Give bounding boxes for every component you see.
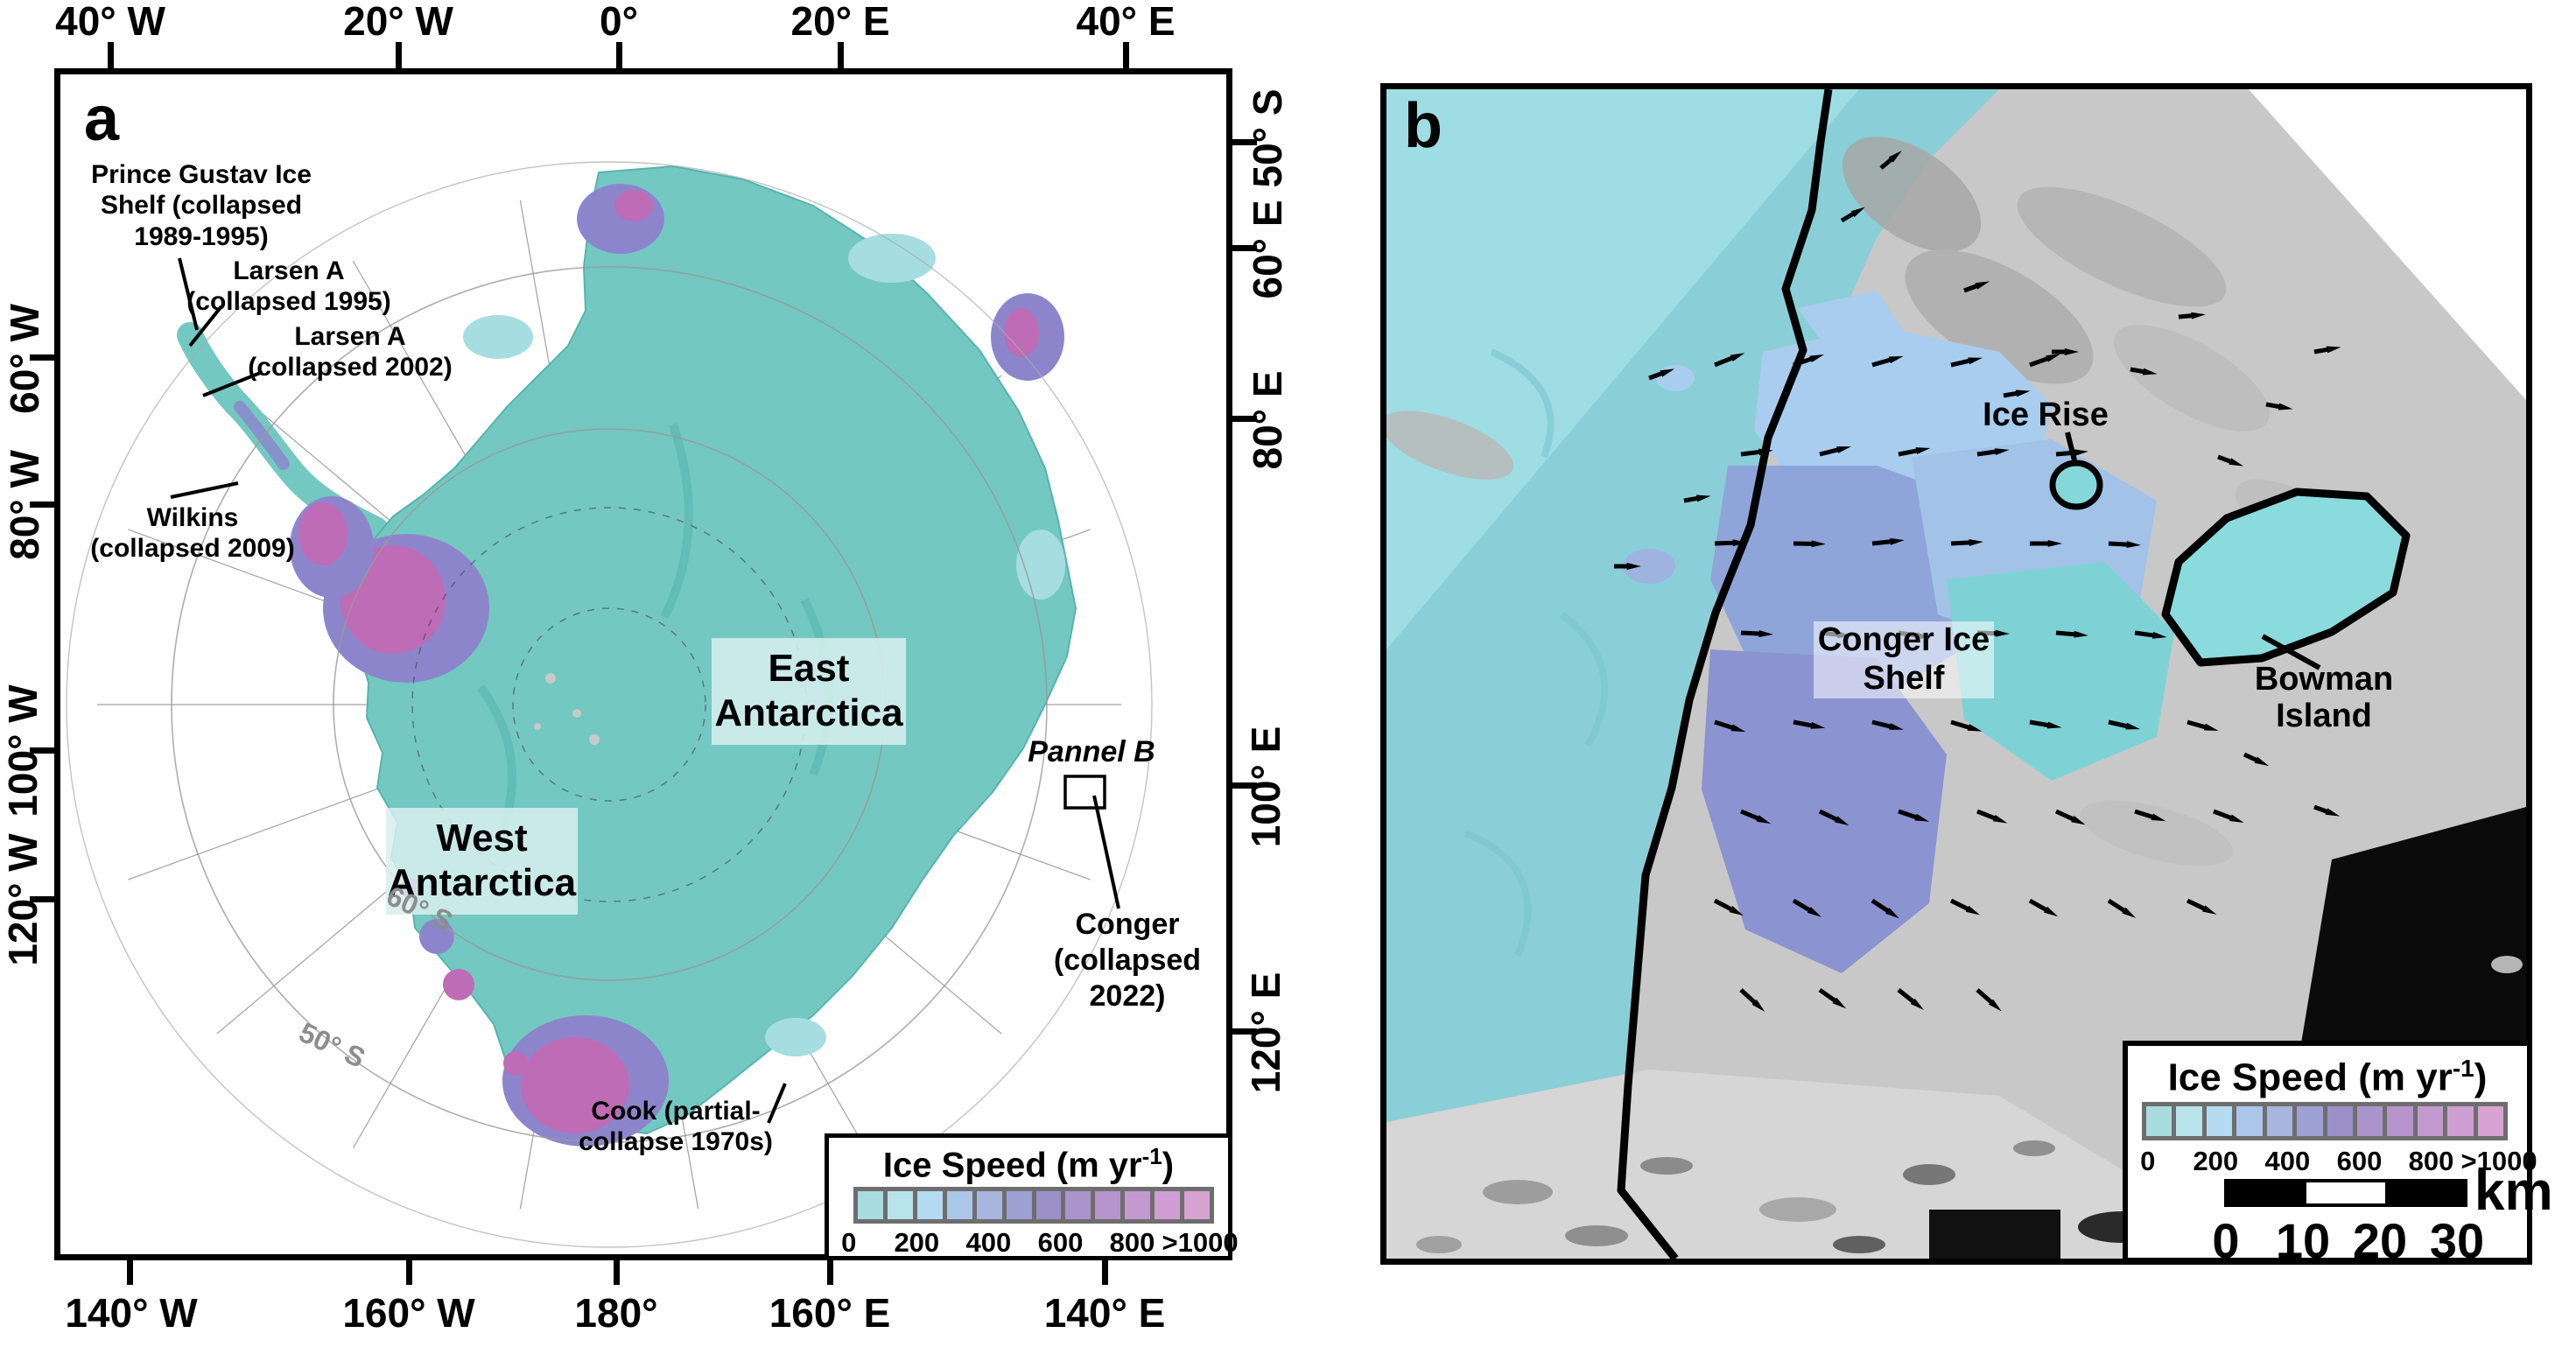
annotation-larsen-2002: Larsen A (collapsed 2002) — [248, 322, 453, 382]
leader-lines — [170, 257, 1120, 1124]
coastline — [1617, 89, 1833, 1259]
annotation-prince-gustav: Prince Gustav Ice Shelf (collapsed 1989-… — [91, 160, 312, 251]
panel-a-letter: a — [84, 84, 120, 154]
panel-b-letter: b — [1404, 91, 1442, 161]
velocity-arrows — [1614, 151, 2341, 1012]
axis-bottom-140w: 140° W — [65, 1290, 198, 1336]
axis-bottom-160w: 160° W — [342, 1290, 475, 1336]
axis-top-0: 0° — [600, 0, 638, 44]
annotation-wilkins: Wilkins (collapsed 2009) — [90, 503, 295, 564]
axis-bottom-160e: 160° E — [769, 1290, 891, 1336]
panel-b-locator-box — [1063, 775, 1106, 810]
ocean-light-wedge — [1386, 89, 1859, 649]
annotation-conger: Conger (collapsed 2022) — [1053, 908, 1202, 1013]
annotation-pannel-b: Pannel B — [1028, 735, 1155, 768]
axis-top-40w: 40° W — [55, 0, 165, 44]
label-ice-rise: Ice Rise — [1983, 396, 2109, 433]
region-label-east-antarctica: East Antarctica — [712, 638, 906, 745]
ice-rise-blob — [2049, 460, 2103, 510]
axis-right-50s: 50° S — [1245, 88, 1290, 188]
scale-bar — [2224, 1179, 2467, 1207]
colorbar-ticks-a: 0 200 400 600 800 >1000 — [841, 1227, 1239, 1258]
label-bowman-island: Bowman Island — [2254, 661, 2394, 734]
colorbar-b — [2142, 1102, 2508, 1140]
annotation-larsen-1995: Larsen A (collapsed 1995) — [186, 256, 391, 317]
annotation-cook: Cook (partial- collapse 1970s) — [579, 1097, 773, 1157]
legend-ice-speed-b: Ice Speed (m yr-1) 0 200 400 600 800 >10… — [2123, 1041, 2553, 1268]
leader-lines-b — [2065, 431, 2321, 670]
axis-top-40e: 40° E — [1076, 0, 1176, 44]
scale-bar-unit: km — [2474, 1161, 2553, 1222]
colorbar-ticks-b: 0 200 400 600 800 >1000 — [2140, 1146, 2537, 1176]
axis-bottom-140e: 140° E — [1043, 1290, 1166, 1336]
legend-title-b: Ice Speed (m yr-1) — [2167, 1055, 2488, 1099]
axis-bottom-180: 180° — [574, 1290, 658, 1336]
nodata-wedge — [2249, 89, 2526, 400]
region-label-west-antarctica: West Antarctica — [386, 808, 578, 915]
axis-top-20w: 20° W — [343, 0, 453, 44]
label-conger-ice-shelf: Conger Ice Shelf — [1814, 621, 1994, 698]
bowman-fast-ice — [2161, 488, 2411, 667]
colorbar-a — [853, 1187, 1214, 1224]
legend-title-a: Ice Speed (m yr-1) — [882, 1143, 1175, 1185]
axis-top-20e: 20° E — [790, 0, 890, 44]
legend-ice-speed-a: Ice Speed (m yr-1) 0 200 400 600 800 >10… — [825, 1133, 1239, 1260]
